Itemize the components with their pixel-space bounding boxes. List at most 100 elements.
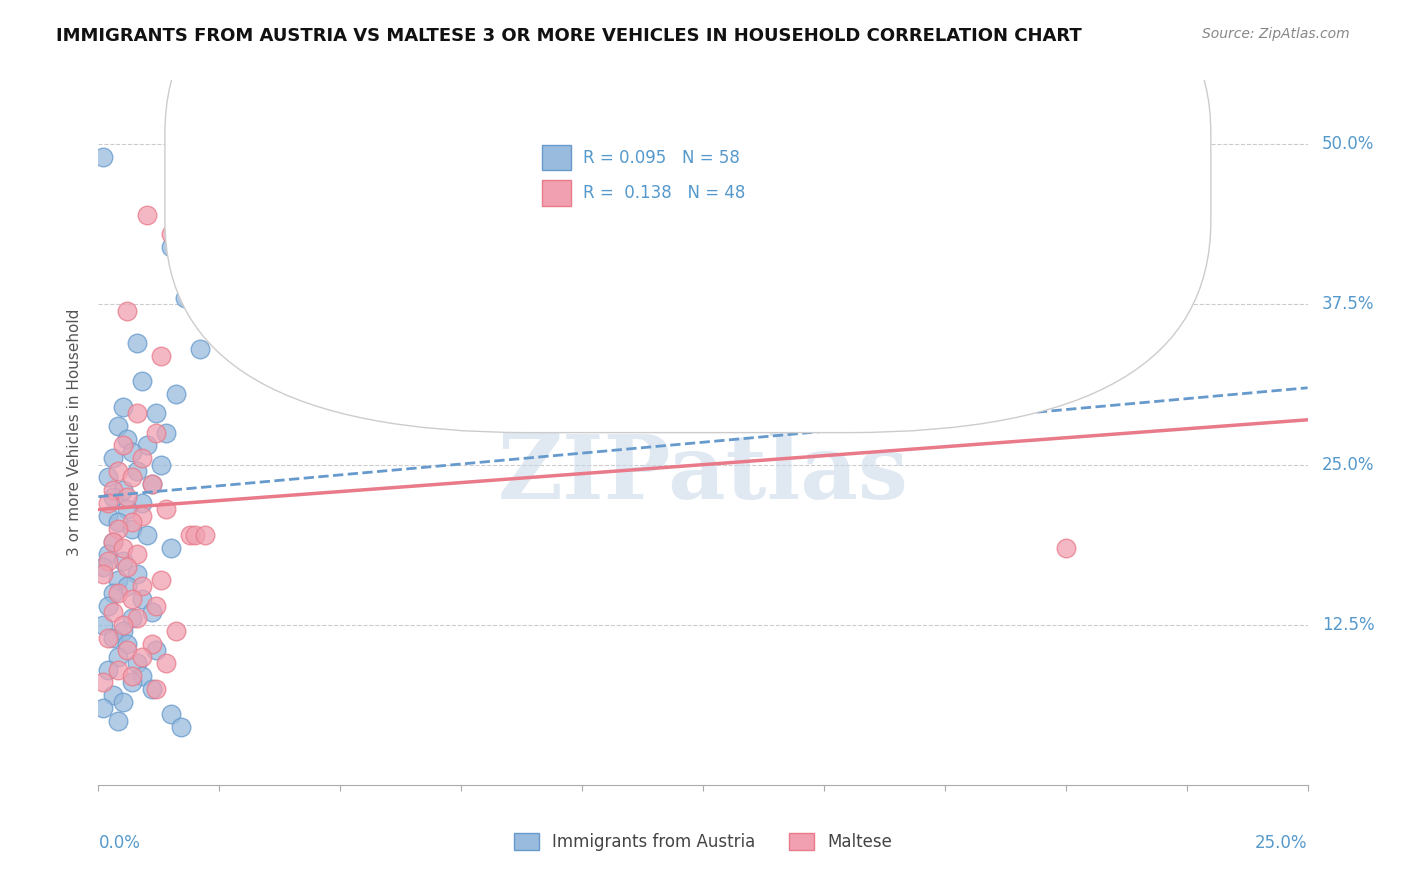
Point <box>619 265 641 279</box>
Point <box>111 541 134 555</box>
Point <box>131 508 153 523</box>
Y-axis label: 3 or more Vehicles in Household: 3 or more Vehicles in Household <box>67 309 83 557</box>
Point <box>101 451 124 466</box>
Point <box>91 566 114 581</box>
Point <box>101 586 124 600</box>
Point <box>160 227 183 241</box>
Point <box>117 637 139 651</box>
Point <box>127 547 149 561</box>
Point <box>135 438 157 452</box>
Point <box>160 707 183 722</box>
Point <box>131 592 153 607</box>
Point <box>1054 541 1077 555</box>
Point <box>135 208 157 222</box>
Point <box>97 547 120 561</box>
Point <box>121 445 143 459</box>
Point <box>121 675 143 690</box>
Point <box>91 150 114 164</box>
Point <box>107 663 129 677</box>
Point <box>127 335 149 350</box>
Point <box>135 528 157 542</box>
Point <box>97 599 120 613</box>
Point <box>165 624 187 639</box>
Point <box>141 605 163 619</box>
Legend: Immigrants from Austria, Maltese: Immigrants from Austria, Maltese <box>508 826 898 858</box>
Point <box>145 599 167 613</box>
Point <box>107 516 129 530</box>
Point <box>141 637 163 651</box>
Text: 0.0%: 0.0% <box>98 834 141 852</box>
Text: ZIPatlas: ZIPatlas <box>498 432 908 518</box>
Point <box>131 375 153 389</box>
Text: R =  0.138   N = 48: R = 0.138 N = 48 <box>583 184 745 202</box>
Point <box>121 516 143 530</box>
Point <box>107 419 129 434</box>
Point <box>121 592 143 607</box>
Point <box>165 387 187 401</box>
Point <box>179 528 201 542</box>
Point <box>160 240 183 254</box>
Point <box>101 688 124 702</box>
Point <box>97 496 120 510</box>
Point <box>107 464 129 478</box>
Point <box>111 554 134 568</box>
Point <box>127 464 149 478</box>
Point <box>101 534 124 549</box>
Point <box>127 611 149 625</box>
Text: IMMIGRANTS FROM AUSTRIA VS MALTESE 3 OR MORE VEHICLES IN HOUSEHOLD CORRELATION C: IMMIGRANTS FROM AUSTRIA VS MALTESE 3 OR … <box>56 27 1083 45</box>
Point <box>107 714 129 728</box>
Point <box>160 541 183 555</box>
Point <box>107 649 129 664</box>
Point <box>141 681 163 696</box>
Point <box>145 406 167 420</box>
Point <box>111 483 134 498</box>
Point <box>155 425 177 440</box>
Point <box>131 669 153 683</box>
Point <box>97 631 120 645</box>
Point <box>121 611 143 625</box>
Text: 50.0%: 50.0% <box>1322 136 1375 153</box>
Point <box>131 579 153 593</box>
Point <box>150 573 173 587</box>
Point <box>188 343 211 357</box>
Point <box>131 649 153 664</box>
Point <box>117 502 139 516</box>
Point <box>150 458 173 472</box>
Point <box>117 490 139 504</box>
Point <box>141 476 163 491</box>
Point <box>145 425 167 440</box>
Point <box>107 522 129 536</box>
Point <box>111 617 134 632</box>
Point <box>97 663 120 677</box>
Point <box>145 643 167 657</box>
Point <box>117 304 139 318</box>
Point <box>111 438 134 452</box>
Point <box>117 579 139 593</box>
Point <box>111 400 134 414</box>
Text: 25.0%: 25.0% <box>1322 456 1375 474</box>
Point <box>121 669 143 683</box>
Point <box>150 349 173 363</box>
Point <box>111 695 134 709</box>
Point <box>184 528 207 542</box>
Point <box>91 675 114 690</box>
Point <box>155 657 177 671</box>
Text: 12.5%: 12.5% <box>1322 615 1375 634</box>
Point <box>91 701 114 715</box>
Point <box>101 534 124 549</box>
Point <box>194 144 217 158</box>
Point <box>155 502 177 516</box>
Point <box>194 528 217 542</box>
Point <box>169 720 191 734</box>
Point <box>174 246 197 260</box>
Point <box>101 490 124 504</box>
Point <box>101 483 124 498</box>
Point <box>91 617 114 632</box>
Point <box>145 681 167 696</box>
Text: R = 0.095   N = 58: R = 0.095 N = 58 <box>583 149 740 167</box>
FancyBboxPatch shape <box>165 0 1211 433</box>
Point <box>107 586 129 600</box>
Point <box>97 508 120 523</box>
Point <box>121 470 143 484</box>
Point <box>131 496 153 510</box>
